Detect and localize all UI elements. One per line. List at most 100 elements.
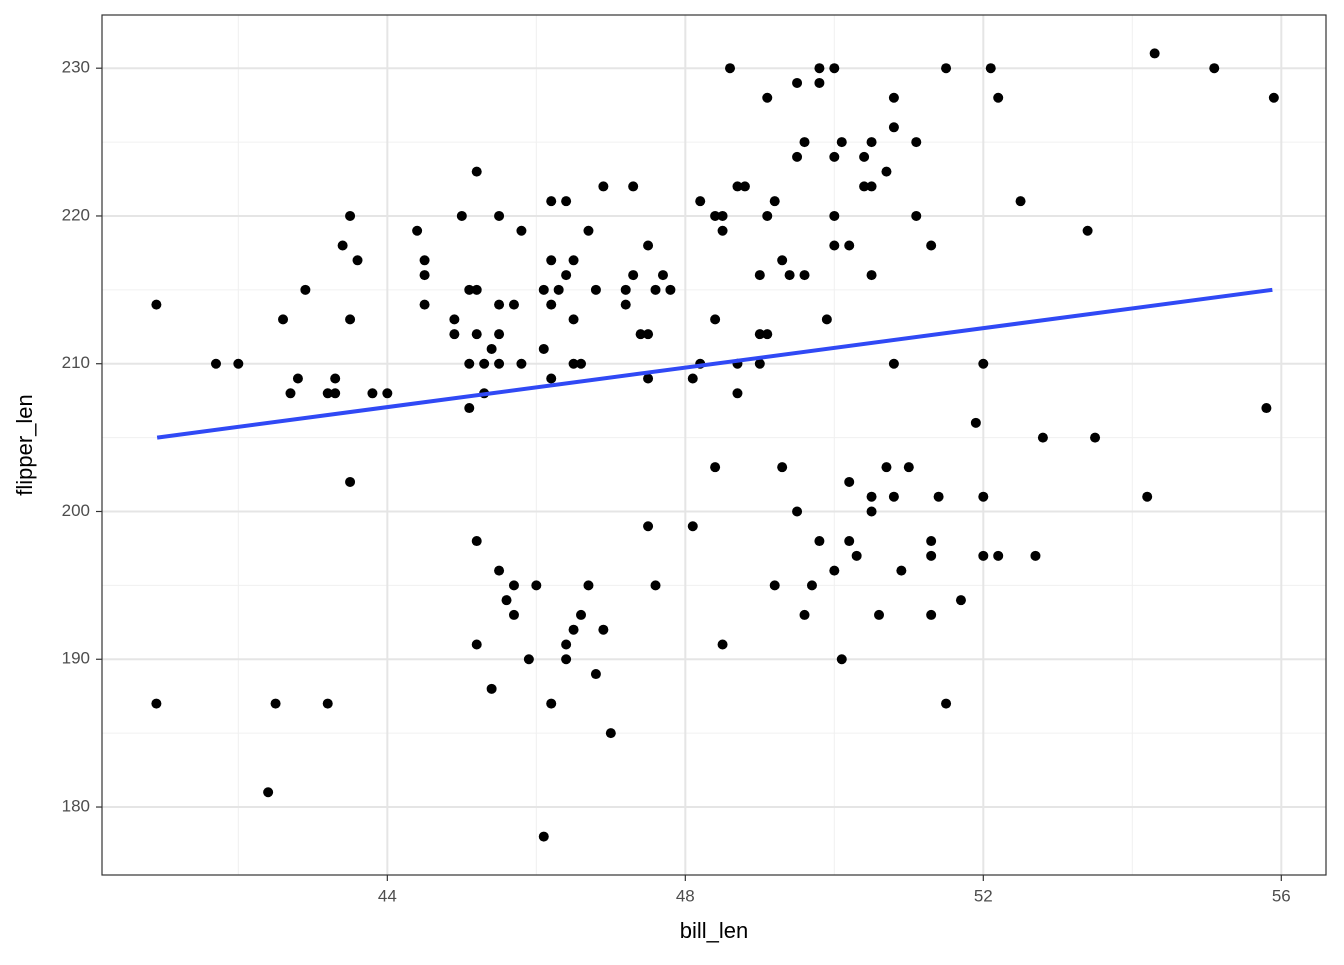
- point: [777, 462, 788, 473]
- point: [911, 210, 922, 221]
- point: [814, 63, 825, 74]
- point: [978, 358, 989, 369]
- point: [464, 403, 475, 414]
- point: [993, 550, 1004, 561]
- point: [829, 63, 840, 74]
- point: [590, 284, 601, 295]
- point: [754, 329, 765, 340]
- point: [598, 624, 609, 635]
- point: [955, 595, 966, 606]
- y-tick-label: 230: [62, 58, 90, 77]
- point: [538, 343, 549, 354]
- x-tick-label: 44: [378, 886, 397, 905]
- point: [643, 373, 654, 384]
- point: [844, 476, 855, 487]
- y-tick-label: 200: [62, 501, 90, 520]
- y-tick-label: 190: [62, 649, 90, 668]
- point: [769, 196, 780, 207]
- point: [836, 137, 847, 148]
- point: [456, 210, 467, 221]
- point: [1030, 550, 1041, 561]
- point: [471, 536, 482, 547]
- point: [516, 358, 527, 369]
- point: [888, 92, 899, 103]
- point: [464, 358, 475, 369]
- point: [531, 580, 542, 591]
- point: [792, 506, 803, 517]
- point: [806, 580, 817, 591]
- point: [643, 240, 654, 251]
- point: [717, 225, 728, 236]
- point: [762, 92, 773, 103]
- point: [620, 299, 631, 310]
- point: [322, 698, 333, 709]
- point: [732, 181, 743, 192]
- y-tick-label: 210: [62, 353, 90, 372]
- point: [449, 314, 460, 325]
- point: [799, 270, 810, 281]
- point: [546, 373, 557, 384]
- point: [151, 299, 162, 310]
- point: [926, 550, 937, 561]
- point: [792, 77, 803, 88]
- point: [486, 343, 497, 354]
- point: [732, 388, 743, 399]
- point: [799, 609, 810, 620]
- point: [508, 580, 519, 591]
- point: [888, 358, 899, 369]
- point: [508, 299, 519, 310]
- plot-border: [101, 14, 1327, 876]
- point: [419, 299, 430, 310]
- point: [300, 284, 311, 295]
- point: [479, 358, 490, 369]
- point: [903, 462, 914, 473]
- point: [941, 698, 952, 709]
- point: [412, 225, 423, 236]
- point: [605, 728, 616, 739]
- point: [657, 270, 668, 281]
- point: [866, 491, 877, 502]
- point: [926, 240, 937, 251]
- point: [292, 373, 303, 384]
- point: [494, 329, 505, 340]
- point: [345, 476, 356, 487]
- point: [821, 314, 832, 325]
- point: [1142, 491, 1153, 502]
- point: [628, 270, 639, 281]
- point: [784, 270, 795, 281]
- point: [710, 462, 721, 473]
- point: [285, 388, 296, 399]
- point: [419, 255, 430, 266]
- x-tick-label: 52: [974, 886, 993, 905]
- point: [576, 609, 587, 620]
- point: [561, 270, 572, 281]
- point: [859, 181, 870, 192]
- point: [970, 417, 981, 428]
- point: [561, 639, 572, 650]
- y-tick-label: 180: [62, 797, 90, 816]
- point: [568, 358, 579, 369]
- point: [546, 698, 557, 709]
- point: [829, 565, 840, 576]
- point: [568, 255, 579, 266]
- point: [583, 580, 594, 591]
- point: [345, 210, 356, 221]
- point: [799, 137, 810, 148]
- point: [717, 210, 728, 221]
- point: [508, 609, 519, 620]
- point: [494, 210, 505, 221]
- point: [1149, 48, 1160, 59]
- point: [844, 536, 855, 547]
- point: [985, 63, 996, 74]
- point: [643, 521, 654, 532]
- point: [546, 196, 557, 207]
- point: [866, 137, 877, 148]
- point: [769, 580, 780, 591]
- point: [1015, 196, 1026, 207]
- point: [874, 609, 885, 620]
- point: [650, 284, 661, 295]
- point: [836, 654, 847, 665]
- point: [449, 329, 460, 340]
- point: [710, 210, 721, 221]
- point: [926, 536, 937, 547]
